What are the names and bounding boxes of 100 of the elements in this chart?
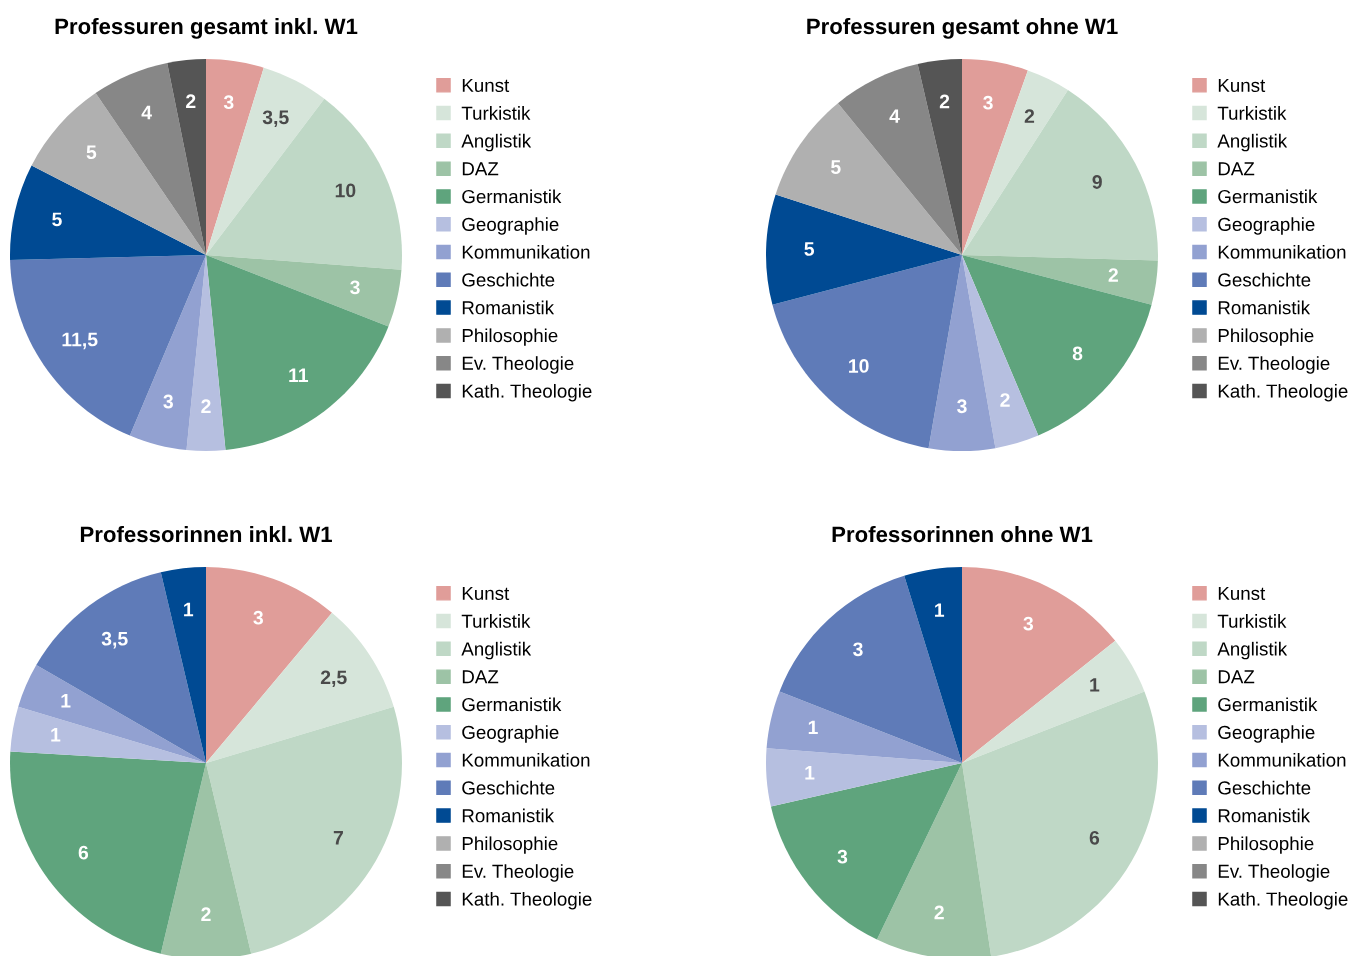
data-label: 6 xyxy=(78,845,89,860)
data-label: 8 xyxy=(1072,346,1083,361)
pie-slice xyxy=(206,67,325,255)
chart-title: Professorinnen inkl. W1 xyxy=(80,525,332,543)
pie-slice xyxy=(766,748,962,807)
chart-title: Professorinnen ohne W1 xyxy=(832,525,1093,543)
data-label: 1 xyxy=(61,694,71,708)
legend-label: Philosophie xyxy=(1218,836,1314,854)
data-label: 2 xyxy=(201,399,211,413)
data-label: 5 xyxy=(52,212,62,227)
data-label: 3 xyxy=(957,399,967,414)
data-label: 2 xyxy=(939,94,950,109)
data-label: 11 xyxy=(289,368,309,382)
chart-title: Professuren gesamt ohne W1 xyxy=(807,17,1118,39)
legend-label: Ev. Theologie xyxy=(1218,356,1330,374)
pie-slice xyxy=(904,567,962,763)
data-label: 9 xyxy=(1092,175,1102,189)
pie-slice xyxy=(928,255,996,451)
pie-slice xyxy=(10,706,206,763)
legend-label: Romanistik xyxy=(462,808,555,823)
legend-label: Kath. Theologie xyxy=(462,891,592,910)
legend-label: DAZ xyxy=(1218,162,1255,176)
legend-label: Geographie xyxy=(1218,217,1315,235)
pie-slice xyxy=(770,763,962,940)
data-label: 1 xyxy=(184,602,194,617)
legend-label: Turkistik xyxy=(461,106,531,120)
pie-slice xyxy=(962,640,1145,763)
pie-slice xyxy=(962,255,1158,305)
data-label: 10 xyxy=(849,359,869,373)
pie-slice xyxy=(962,691,1158,956)
legend-label: Germanistik xyxy=(462,697,562,712)
pie-slice xyxy=(766,691,962,763)
legend-label: Kommunikation xyxy=(1218,753,1346,767)
pie-slice xyxy=(766,194,962,305)
legend-label: Ev. Theologie xyxy=(462,356,574,374)
legend-label: Kath. Theologie xyxy=(1218,891,1348,910)
data-label: 2 xyxy=(1000,393,1010,407)
pie-slice xyxy=(206,59,264,255)
legend-label: Germanistik xyxy=(1218,697,1318,712)
data-label: 10 xyxy=(335,183,356,198)
data-label: 3 xyxy=(350,280,360,295)
legend-label: Kunst xyxy=(462,586,510,601)
pie-slice xyxy=(779,575,962,763)
legend-label: Kunst xyxy=(462,78,510,93)
legend-label: Romanistik xyxy=(1218,808,1311,823)
data-label: 1 xyxy=(805,766,815,780)
data-label: 2 xyxy=(201,907,211,921)
pie-slice xyxy=(962,567,1116,763)
pie-slice xyxy=(18,665,206,763)
data-label: 2 xyxy=(1024,109,1035,123)
data-label: 7 xyxy=(333,831,343,845)
pie-slice xyxy=(962,70,1068,255)
legend-label: Anglistik xyxy=(1217,641,1288,660)
legend-label: DAZ xyxy=(1218,670,1255,684)
legend-label: Germanistik xyxy=(462,189,562,204)
pie-slice xyxy=(917,59,962,255)
legend-label: Geschichte xyxy=(462,272,555,287)
legend-label: Turkistik xyxy=(1217,614,1287,628)
data-label: 3 xyxy=(983,95,993,110)
pie-slice xyxy=(95,62,206,255)
data-label: 5 xyxy=(804,242,815,256)
legend-label: Kommunikation xyxy=(1218,245,1346,259)
data-label: 2 xyxy=(186,94,196,108)
data-label: 6 xyxy=(1089,830,1100,845)
data-label: 2 xyxy=(934,905,944,920)
data-label: 3 xyxy=(853,642,863,657)
legend-label: Geographie xyxy=(462,217,559,235)
legend-label: Ev. Theologie xyxy=(462,864,574,882)
data-label: 3 xyxy=(1023,616,1034,631)
legend-label: Geographie xyxy=(1218,725,1315,743)
legend-label: Philosophie xyxy=(1218,328,1314,346)
legend-label: Turkistik xyxy=(1217,106,1287,120)
legend-label: Kath. Theologie xyxy=(1218,383,1348,402)
legend-label: DAZ xyxy=(462,670,499,684)
legend-label: Kunst xyxy=(1218,586,1266,601)
data-label: 5 xyxy=(86,145,97,160)
data-label: 3 xyxy=(163,394,173,409)
legend-label: Turkistik xyxy=(461,614,531,628)
pie-slice xyxy=(31,93,206,255)
data-label: 2,5 xyxy=(320,670,347,688)
pie-slice xyxy=(206,255,402,327)
data-label: 3 xyxy=(253,610,263,625)
legend-label: Philosophie xyxy=(462,836,558,854)
legend-label: Kath. Theologie xyxy=(462,383,592,402)
data-label: 3,5 xyxy=(101,631,128,649)
legend-label: Geschichte xyxy=(462,780,555,795)
pie-slice xyxy=(10,165,206,260)
legend-label: Geographie xyxy=(462,725,559,743)
legend-label: Kunst xyxy=(1218,78,1266,93)
pie-slice xyxy=(167,59,206,255)
chart-title: Professuren gesamt inkl. W1 xyxy=(55,17,358,39)
pie-slice xyxy=(206,612,394,763)
legend-label: Philosophie xyxy=(462,328,558,346)
legend-label: Germanistik xyxy=(1218,189,1318,204)
data-label: 3,5 xyxy=(262,110,289,127)
data-label: 4 xyxy=(889,109,900,123)
pie-slice xyxy=(160,763,252,956)
legend-label: Kommunikation xyxy=(462,245,590,259)
legend-label: DAZ xyxy=(462,162,499,176)
pie-slice xyxy=(876,763,992,956)
